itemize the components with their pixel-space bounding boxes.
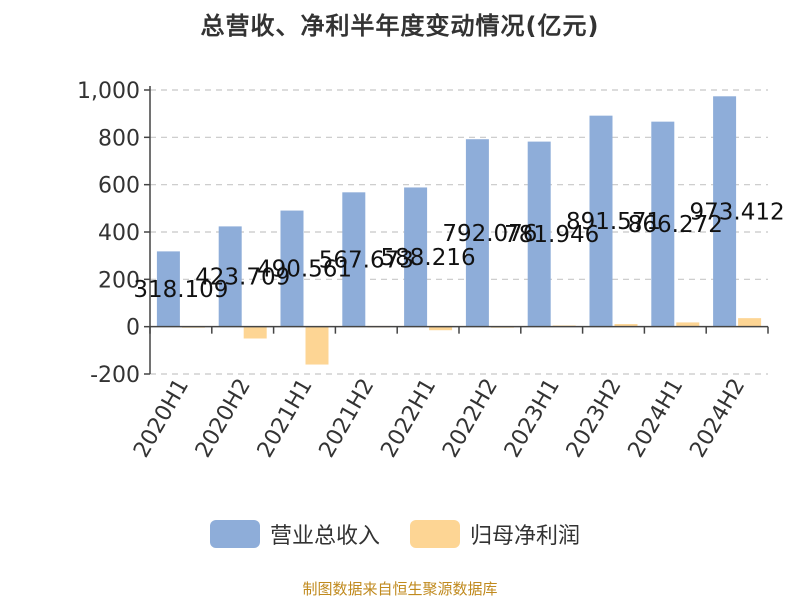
y-tick-label: -200 <box>90 363 140 388</box>
x-tick-label: 2023H1 <box>500 375 565 462</box>
bar-revenue <box>465 139 489 327</box>
x-tick-label: 2021H1 <box>253 375 318 462</box>
y-tick-label: 600 <box>98 174 140 199</box>
legend: 营业总收入 归母净利润 <box>0 517 800 551</box>
bar-net-profit <box>738 318 762 327</box>
legend-item-net-profit[interactable]: 归母净利润 <box>410 517 580 551</box>
y-tick-label: 800 <box>98 126 140 151</box>
bar-revenue <box>218 226 242 327</box>
bar-revenue <box>589 115 613 327</box>
bar-revenue <box>651 121 675 327</box>
data-label-revenue: 318.109 <box>133 277 228 303</box>
bar-net-profit <box>429 326 453 331</box>
bar-revenue <box>404 187 428 327</box>
x-tick-label: 2022H2 <box>438 375 503 462</box>
x-tick-label: 2024H2 <box>685 375 750 462</box>
bar-net-profit <box>243 326 267 339</box>
chart-title: 总营收、净利半年度变动情况(亿元) <box>200 12 600 40</box>
x-tick-label: 2021H2 <box>315 375 380 462</box>
data-label-revenue: 588.216 <box>381 245 476 271</box>
legend-item-revenue[interactable]: 营业总收入 <box>210 517 380 551</box>
legend-swatch-revenue <box>210 520 260 548</box>
y-tick-label: 0 <box>126 316 140 341</box>
data-label-revenue: 423.709 <box>195 265 290 291</box>
bar-revenue <box>342 192 366 327</box>
source-note: 制图数据来自恒生聚源数据库 <box>302 580 498 598</box>
legend-label-net-profit: 归母净利润 <box>470 524 581 549</box>
y-tick-label: 1,000 <box>77 79 140 104</box>
bar-revenue <box>527 141 551 327</box>
x-tick-label: 2022H1 <box>376 374 441 461</box>
data-label-revenue: 490.561 <box>257 257 352 283</box>
data-label-revenue: 866.272 <box>628 212 723 238</box>
y-tick-label: 200 <box>98 268 140 293</box>
bar-revenue <box>280 210 304 327</box>
bar-revenue <box>156 251 180 327</box>
x-tick-label: 2023H2 <box>562 375 627 462</box>
x-tick-label: 2020H2 <box>191 375 256 462</box>
x-tick-label: 2024H1 <box>624 375 689 462</box>
legend-swatch-net-profit <box>410 520 460 548</box>
legend-label-revenue: 营业总收入 <box>270 524 381 549</box>
data-label-revenue: 891.571 <box>566 209 661 235</box>
bar-revenue <box>713 96 737 327</box>
y-tick-label: 400 <box>98 221 140 246</box>
data-label-revenue: 567.673 <box>319 247 414 273</box>
bar-net-profit <box>676 322 700 327</box>
bar-net-profit <box>305 326 329 365</box>
data-label-revenue: 781.946 <box>504 222 599 248</box>
data-label-revenue: 792.076 <box>442 221 537 247</box>
data-label-revenue: 973.412 <box>690 199 785 225</box>
bar-net-profit <box>614 324 638 327</box>
